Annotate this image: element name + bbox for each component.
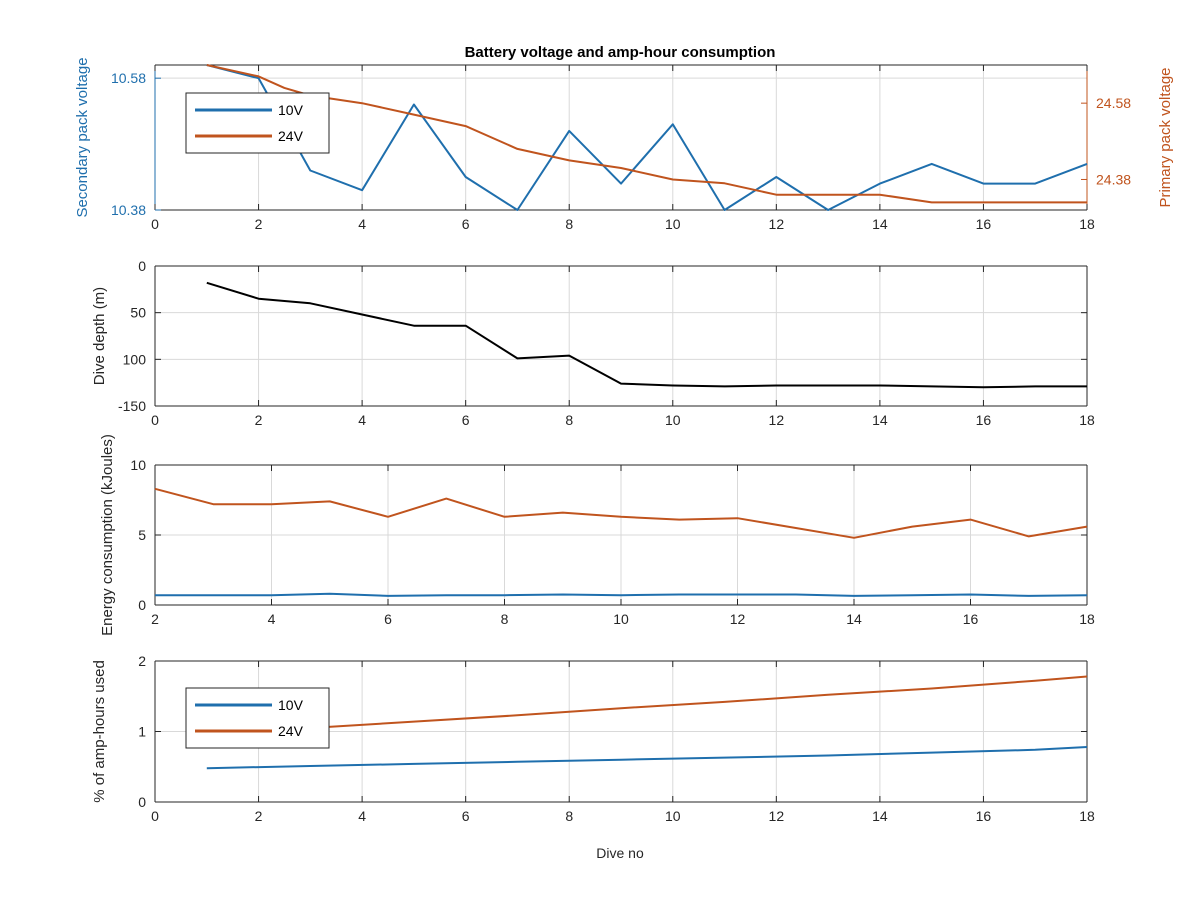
x-tick-label: 4 — [268, 611, 276, 627]
x-tick-label: 2 — [255, 808, 263, 824]
y-axis-label-left: Dive depth (m) — [91, 287, 108, 385]
y-tick-label-left: 10 — [130, 457, 146, 473]
x-tick-label: 14 — [846, 611, 862, 627]
x-tick-label: 12 — [730, 611, 746, 627]
series-line-24v — [154, 487, 1088, 539]
x-tick-label: 12 — [769, 808, 785, 824]
y-tick-label-left: 5 — [138, 527, 146, 543]
y-axis-label-right: Primary pack voltage — [1157, 67, 1174, 207]
legend: 10V 24V — [185, 92, 330, 154]
subplot-2: 0 2 4 6 8 10 12 14 16 18 0 50 100 -150 Dive depth (m) — [91, 258, 1095, 428]
y-tick-label-left: 0 — [138, 258, 146, 274]
legend-label-10v: 10V — [278, 102, 304, 118]
x-tick-label: 2 — [151, 611, 159, 627]
x-tick-label: 8 — [565, 216, 573, 232]
y-tick-label-left: -150 — [118, 398, 146, 414]
series-line-10v — [206, 746, 1088, 770]
legend-box — [185, 687, 330, 749]
subplot-3: 2 4 6 8 10 12 14 16 18 0 5 10 Energy consumption (kJ… — [99, 434, 1095, 636]
x-tick-label: 18 — [1079, 216, 1095, 232]
y-tick-label-right: 24.58 — [1096, 95, 1131, 111]
x-tick-label: 8 — [501, 611, 509, 627]
y-tick-label-left: 0 — [138, 794, 146, 810]
x-tick-label: 2 — [255, 216, 263, 232]
legend-label-10v: 10V — [278, 697, 304, 713]
x-tick-label: 8 — [565, 808, 573, 824]
x-tick-label: 6 — [462, 808, 470, 824]
x-tick-label: 10 — [665, 412, 681, 428]
y-axis-label-left: % of amp-hours used — [91, 660, 108, 803]
x-tick-label: 10 — [665, 216, 681, 232]
x-tick-label: 4 — [358, 412, 366, 428]
x-tick-label: 12 — [769, 216, 785, 232]
x-tick-label: 18 — [1079, 611, 1095, 627]
legend-label-24v: 24V — [278, 723, 304, 739]
y-axis-label-left: Energy consumption (kJoules) — [99, 434, 116, 636]
subplot-1: 0 2 4 6 8 10 12 14 16 18 10.38 10.58 24.38 24.58 Prima… — [74, 57, 1174, 232]
series-line-10v — [155, 592, 1088, 597]
legend: 10V 24V — [185, 687, 330, 749]
x-tick-label: 4 — [358, 808, 366, 824]
x-tick-label: 12 — [769, 412, 785, 428]
x-tick-label: 16 — [963, 611, 979, 627]
x-tick-label: 10 — [613, 611, 629, 627]
y-tick-label-left: 100 — [123, 351, 147, 367]
series-line-10v — [206, 64, 1088, 211]
x-tick-label: 14 — [872, 216, 888, 232]
x-tick-label: 4 — [358, 216, 366, 232]
x-tick-label: 0 — [151, 412, 159, 428]
y-tick-label-left: 0 — [138, 597, 146, 613]
y-tick-label-left: 10.58 — [111, 70, 146, 86]
series-line-24v — [206, 675, 1088, 736]
x-tick-label: 16 — [976, 808, 992, 824]
x-tick-label: 14 — [872, 412, 888, 428]
x-tick-label: 18 — [1079, 412, 1095, 428]
y-tick-label-left: 10.38 — [111, 202, 146, 218]
x-tick-label: 2 — [255, 412, 263, 428]
legend-box — [185, 92, 330, 154]
figure-title: Battery voltage and amp-hour consumption — [465, 44, 776, 61]
x-tick-label: 14 — [872, 808, 888, 824]
x-tick-label: 16 — [976, 412, 992, 428]
y-tick-label-left: 1 — [138, 724, 146, 740]
x-tick-label: 16 — [976, 216, 992, 232]
x-tick-label: 6 — [384, 611, 392, 627]
y-axis-label-left: Secondary pack voltage — [74, 57, 91, 217]
x-tick-label: 0 — [151, 216, 159, 232]
x-tick-label: 18 — [1079, 808, 1095, 824]
series-line-depth — [206, 281, 1087, 389]
x-tick-label: 0 — [151, 808, 159, 824]
x-tick-label: 8 — [565, 412, 573, 428]
y-tick-label-left: 50 — [130, 305, 146, 321]
y-tick-label-left: 2 — [138, 653, 146, 669]
legend-label-24v: 24V — [278, 128, 304, 144]
x-tick-label: 10 — [665, 808, 681, 824]
x-tick-label: 6 — [462, 412, 470, 428]
x-tick-label: 6 — [462, 216, 470, 232]
x-axis-label: Dive no — [596, 845, 644, 861]
y-tick-label-right: 24.38 — [1096, 171, 1131, 187]
